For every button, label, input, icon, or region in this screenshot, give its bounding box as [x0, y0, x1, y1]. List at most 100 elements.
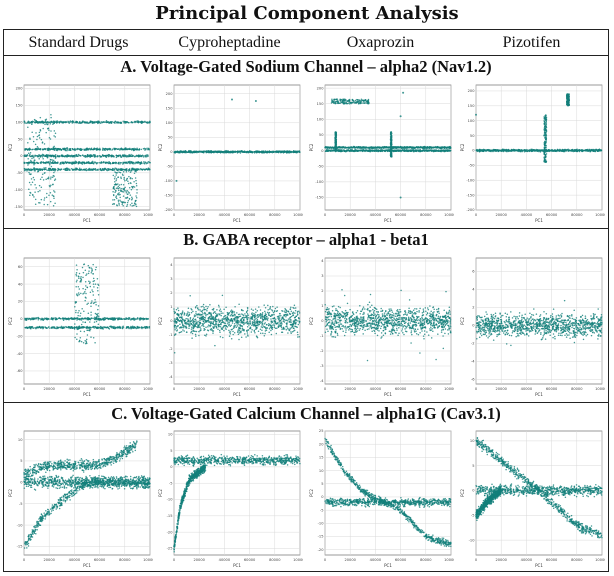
data-point	[27, 126, 29, 128]
data-point	[122, 183, 125, 186]
data-point	[50, 130, 52, 132]
divider-a-b	[3, 228, 609, 229]
data-point	[36, 146, 39, 148]
data-point	[45, 118, 48, 121]
x-tick-label: 60000	[94, 213, 106, 217]
data-point	[175, 179, 178, 182]
data-point	[35, 161, 38, 164]
data-point	[128, 169, 131, 171]
data-point	[50, 165, 53, 168]
data-point	[31, 157, 33, 160]
data-point	[44, 121, 46, 123]
data-point	[268, 151, 270, 153]
data-point	[341, 146, 344, 149]
y-tick-label: 200	[317, 86, 325, 90]
data-point	[102, 147, 104, 149]
data-point	[128, 192, 131, 194]
data-point	[135, 205, 138, 208]
data-point	[53, 175, 55, 177]
data-point	[35, 187, 37, 189]
data-point	[442, 149, 445, 152]
data-point	[334, 100, 336, 103]
data-point	[106, 162, 108, 164]
data-point	[110, 169, 113, 171]
y-tick-label: -100	[315, 180, 324, 184]
data-point	[34, 183, 36, 186]
data-point	[348, 102, 351, 105]
data-point	[328, 146, 330, 149]
x-tick-label: 40000	[370, 213, 382, 217]
data-point	[132, 162, 134, 164]
data-point	[29, 153, 31, 156]
data-point	[75, 154, 77, 156]
data-point	[419, 150, 421, 152]
data-point	[123, 161, 125, 164]
data-point	[425, 147, 428, 149]
section-title-c: C. Voltage-Gated Calcium Channel – alpha…	[111, 404, 501, 423]
data-point	[360, 98, 363, 101]
data-point	[325, 150, 327, 152]
data-point	[71, 148, 74, 150]
y-tick-label: 50	[18, 137, 23, 141]
data-point	[68, 122, 70, 125]
data-point	[43, 197, 46, 199]
data-point	[75, 121, 77, 123]
data-point	[118, 171, 120, 174]
data-point	[119, 171, 122, 174]
data-point	[409, 150, 411, 152]
divider-header	[3, 55, 609, 56]
data-point	[53, 120, 55, 122]
data-point	[366, 146, 369, 149]
data-point	[360, 99, 362, 102]
data-point	[285, 150, 288, 152]
data-point	[54, 157, 57, 159]
data-point	[125, 121, 128, 124]
data-point	[280, 151, 282, 154]
data-point	[63, 155, 66, 158]
data-point	[363, 100, 365, 103]
data-point	[128, 175, 130, 178]
data-point	[386, 150, 389, 153]
data-point	[59, 163, 61, 165]
data-point	[131, 196, 133, 198]
data-point	[117, 168, 120, 170]
data-point	[40, 169, 42, 171]
data-point	[124, 155, 126, 157]
data-point	[294, 150, 297, 153]
data-point	[139, 154, 142, 157]
data-point	[78, 154, 81, 156]
data-point	[51, 176, 54, 178]
data-point	[103, 168, 105, 170]
data-point	[402, 150, 405, 152]
data-point	[397, 145, 399, 148]
y-tick-label: -150	[14, 205, 23, 209]
data-point	[33, 156, 35, 159]
data-point	[29, 137, 31, 140]
data-point	[50, 120, 52, 123]
data-point	[130, 160, 132, 163]
x-tick-label: 0	[475, 213, 478, 217]
data-point	[122, 162, 124, 165]
data-point	[433, 146, 436, 149]
data-point	[330, 146, 332, 148]
data-point	[335, 131, 338, 134]
data-point	[60, 168, 62, 170]
data-point	[341, 100, 344, 103]
x-tick-label: 20000	[495, 213, 507, 217]
data-point	[344, 101, 346, 103]
data-point	[40, 160, 42, 163]
data-point	[31, 169, 34, 171]
data-point	[133, 172, 136, 174]
data-point	[112, 168, 114, 170]
data-point	[76, 121, 79, 123]
data-point	[393, 150, 395, 152]
data-point	[84, 154, 87, 157]
divider-b-c	[3, 402, 609, 403]
data-point	[381, 149, 383, 151]
data-point	[399, 150, 402, 152]
data-points	[23, 113, 151, 208]
data-point	[41, 176, 43, 178]
y-tick-label: -50	[469, 164, 476, 168]
data-point	[326, 149, 329, 151]
data-point	[41, 173, 44, 176]
